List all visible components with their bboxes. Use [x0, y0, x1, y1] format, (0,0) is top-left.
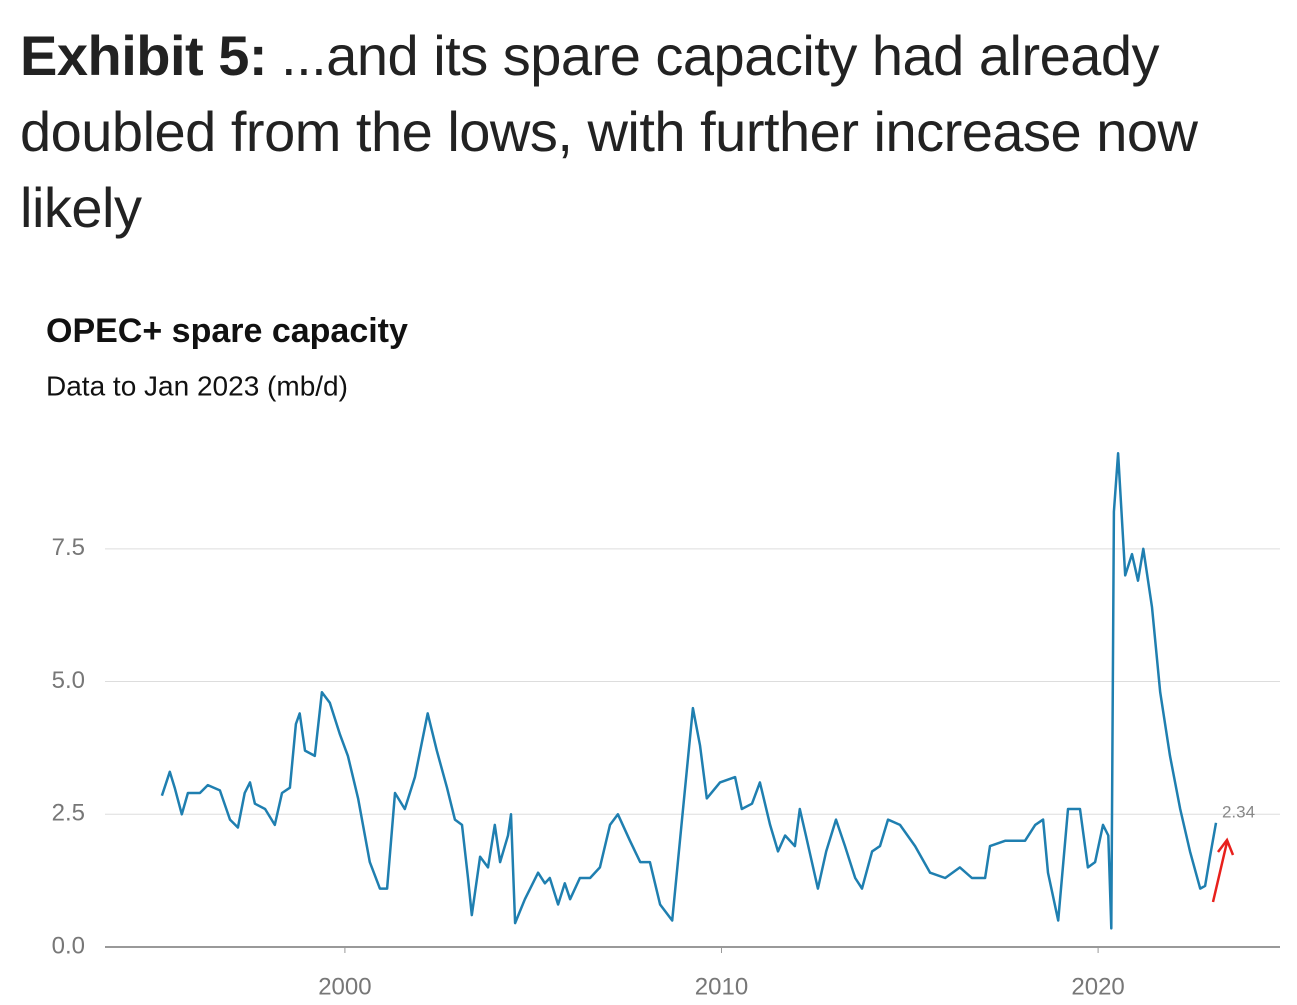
y-tick-label: 5.0 [52, 667, 85, 694]
chart-title: OPEC+ spare capacity [46, 312, 408, 350]
header: Exhibit 5: ...and its spare capacity had … [20, 18, 1295, 246]
annotation-arrow [1211, 841, 1229, 903]
x-tick-label: 2010 [695, 973, 748, 1000]
data-label: 2.34 [1222, 802, 1255, 821]
y-tick-label: 0.0 [52, 932, 85, 959]
line [160, 452, 1218, 930]
chart-subtitle: Data to Jan 2023 (mb/d) [46, 370, 348, 401]
x-tick-label: 2000 [318, 973, 371, 1000]
header-text: ...and its spare capacity had already do… [20, 24, 1198, 239]
annotation-arrowhead [1217, 837, 1235, 856]
y-tick-label: 2.5 [52, 800, 85, 827]
header-label: Exhibit 5: [20, 24, 268, 87]
y-tick-label: 7.5 [52, 534, 85, 561]
x-tick-label: 2020 [1071, 973, 1124, 1000]
